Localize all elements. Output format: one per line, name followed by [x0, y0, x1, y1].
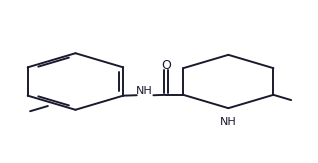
Text: O: O — [161, 59, 171, 72]
Text: NH: NH — [220, 117, 237, 127]
Text: NH: NH — [136, 86, 153, 96]
